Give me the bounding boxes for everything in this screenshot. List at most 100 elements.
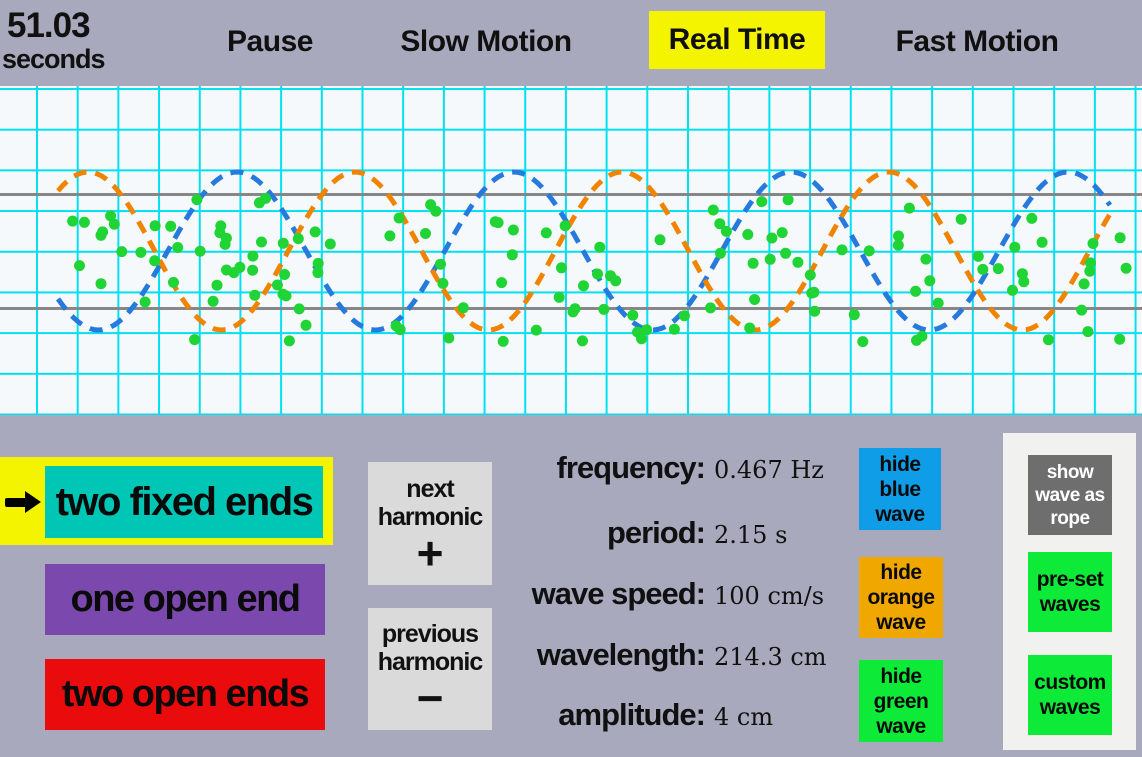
green-dot <box>221 264 232 276</box>
one-open-end-button[interactable]: one open end <box>45 564 325 635</box>
green-dot <box>165 220 177 232</box>
slow-motion-button[interactable]: Slow Motion <box>400 25 572 58</box>
green-dot <box>707 204 719 216</box>
green-dot <box>598 303 610 315</box>
green-dot <box>780 247 792 259</box>
green-dot <box>1114 333 1126 345</box>
green-dot <box>300 319 312 331</box>
green-dot <box>168 276 179 288</box>
green-dot <box>211 279 223 291</box>
custom-waves-button[interactable]: custom waves <box>1028 655 1112 735</box>
pre-set-waves-button[interactable]: pre-set waves <box>1028 552 1112 632</box>
green-dot <box>892 239 904 251</box>
green-dot <box>632 326 643 338</box>
show-wave-as-rope-button[interactable]: show wave as rope <box>1028 455 1112 535</box>
green-dot <box>116 246 128 258</box>
green-dot <box>74 260 85 272</box>
green-dot <box>720 225 732 237</box>
two-open-ends-button[interactable]: two open ends <box>45 659 325 730</box>
green-dot <box>435 258 446 270</box>
green-dot <box>955 213 967 225</box>
green-dot <box>932 297 944 309</box>
green-dot <box>78 216 90 228</box>
previous-harmonic-label: previous harmonic <box>377 620 484 676</box>
two-fixed-ends-button[interactable]: two fixed ends <box>45 466 323 538</box>
green-dot <box>756 196 768 208</box>
wave-speed-value: 100 cm/s <box>714 582 825 610</box>
green-dot <box>641 324 653 336</box>
period-readout: period: 2.15 s <box>390 515 860 551</box>
green-dot <box>804 269 816 281</box>
green-dot <box>247 264 259 276</box>
green-dot <box>808 286 820 298</box>
green-dot <box>309 226 321 238</box>
green-dot <box>553 291 565 303</box>
green-dot <box>668 323 680 335</box>
green-dot <box>567 306 579 318</box>
next-harmonic-button[interactable]: next harmonic + <box>368 462 492 585</box>
green-dot <box>219 238 231 250</box>
timer-value: 51.03 <box>7 6 91 45</box>
green-dot <box>1087 238 1099 249</box>
green-dot <box>857 336 869 348</box>
green-dot <box>457 302 469 314</box>
green-dot <box>443 332 455 344</box>
green-dot <box>578 280 589 292</box>
frequency-readout: frequency: 0.467 Hz <box>390 450 860 486</box>
wavelength-label: wavelength: <box>536 637 706 672</box>
green-dot <box>277 237 289 249</box>
wave-plot-area <box>0 86 1142 415</box>
green-dot <box>836 244 848 256</box>
green-dot <box>924 275 936 287</box>
green-dot <box>135 246 147 258</box>
green-dot <box>1007 284 1018 296</box>
green-dot <box>910 285 922 297</box>
green-dot <box>279 269 291 280</box>
frequency-value: 0.467 Hz <box>714 456 824 484</box>
green-dot <box>492 217 504 229</box>
green-dot <box>809 305 821 317</box>
green-dot <box>705 302 716 314</box>
green-dot <box>1026 212 1038 224</box>
green-dot <box>1078 278 1090 290</box>
wave-canvas <box>55 169 1132 348</box>
hide-blue-wave-button[interactable]: hide blue wave <box>859 448 941 530</box>
fast-motion-button[interactable]: Fast Motion <box>895 25 1059 58</box>
green-dot <box>1084 265 1096 277</box>
amplitude-boundary-line-top <box>0 193 1142 196</box>
green-dot <box>766 232 778 244</box>
green-dot <box>972 250 984 262</box>
pause-button[interactable]: Pause <box>227 25 313 58</box>
hide-green-wave-button[interactable]: hide green wave <box>859 660 943 742</box>
next-harmonic-label: next harmonic <box>377 474 484 531</box>
green-dot <box>312 267 324 279</box>
green-wave-dots <box>67 192 1132 348</box>
green-dot <box>1009 241 1021 253</box>
amplitude-readout: amplitude: 4 cm <box>390 697 860 733</box>
hide-orange-wave-button[interactable]: hide orange wave <box>859 557 943 638</box>
green-dot <box>393 212 405 224</box>
green-dot <box>559 220 571 232</box>
period-value: 2.15 s <box>714 521 788 549</box>
green-dot <box>792 256 804 268</box>
green-dot <box>390 320 402 332</box>
green-dot <box>191 194 203 206</box>
green-dot <box>1076 304 1088 316</box>
green-dot <box>714 218 726 230</box>
green-dot <box>1016 268 1028 280</box>
real-time-button[interactable]: Real Time <box>649 11 825 69</box>
green-dot <box>271 279 283 291</box>
green-dot <box>247 250 259 262</box>
green-dot <box>678 310 690 322</box>
orange-wave-path <box>56 169 1113 333</box>
previous-harmonic-button[interactable]: previous harmonic − <box>368 608 492 730</box>
frequency-label: frequency: <box>556 450 706 485</box>
green-dot <box>903 202 915 214</box>
green-dot <box>149 220 161 232</box>
green-dot <box>1043 334 1054 346</box>
green-dot <box>916 330 928 342</box>
green-dot <box>293 303 305 315</box>
green-dot <box>893 230 904 242</box>
green-dot <box>920 253 932 265</box>
green-dot <box>1114 232 1126 244</box>
